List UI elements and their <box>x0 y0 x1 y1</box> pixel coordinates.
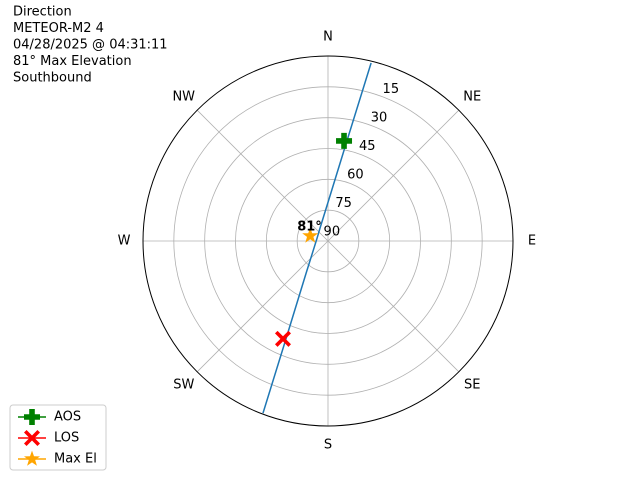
outer-frame <box>142 55 514 427</box>
theta-tick-label: SW <box>173 378 194 393</box>
info-line: 04/28/2025 @ 04:31:11 <box>13 38 168 53</box>
grid-spoke <box>196 240 329 373</box>
theta-tick-label: SE <box>464 378 480 393</box>
theta-tick-label: NE <box>463 89 481 104</box>
info-line: METEOR-M2 4 <box>13 21 104 36</box>
legend-label: LOS <box>54 431 79 446</box>
track-line <box>262 62 372 414</box>
info-line: Direction <box>13 5 72 20</box>
marker-star <box>302 227 319 243</box>
r-tick-label: 45 <box>359 139 376 154</box>
r-tick-label: 15 <box>383 82 400 97</box>
marker-x <box>274 330 291 347</box>
legend-marker <box>24 409 40 425</box>
theta-tick-label: NW <box>172 89 195 104</box>
annotation: 81° <box>297 219 322 234</box>
grid-spoke <box>327 240 460 373</box>
grid-spoke <box>196 109 329 242</box>
theta-tick-label: E <box>528 234 536 249</box>
r-tick-label: 30 <box>371 110 388 125</box>
legend-marker <box>24 450 40 466</box>
grid-spoke <box>327 109 460 242</box>
theta-tick-label: S <box>324 438 332 453</box>
legend-marker <box>24 430 40 446</box>
r-tick-label: 90 <box>324 224 341 239</box>
r-tick-label: 60 <box>347 167 364 182</box>
marker-plus <box>336 132 353 149</box>
r-tick-label: 75 <box>335 196 352 211</box>
info-line: 81° Max Elevation <box>13 54 132 69</box>
legend-label: Max El <box>54 452 97 467</box>
theta-tick-label: W <box>118 234 131 249</box>
theta-tick-label: N <box>323 30 333 45</box>
legend-label: AOS <box>54 410 81 425</box>
info-line: Southbound <box>13 71 92 86</box>
